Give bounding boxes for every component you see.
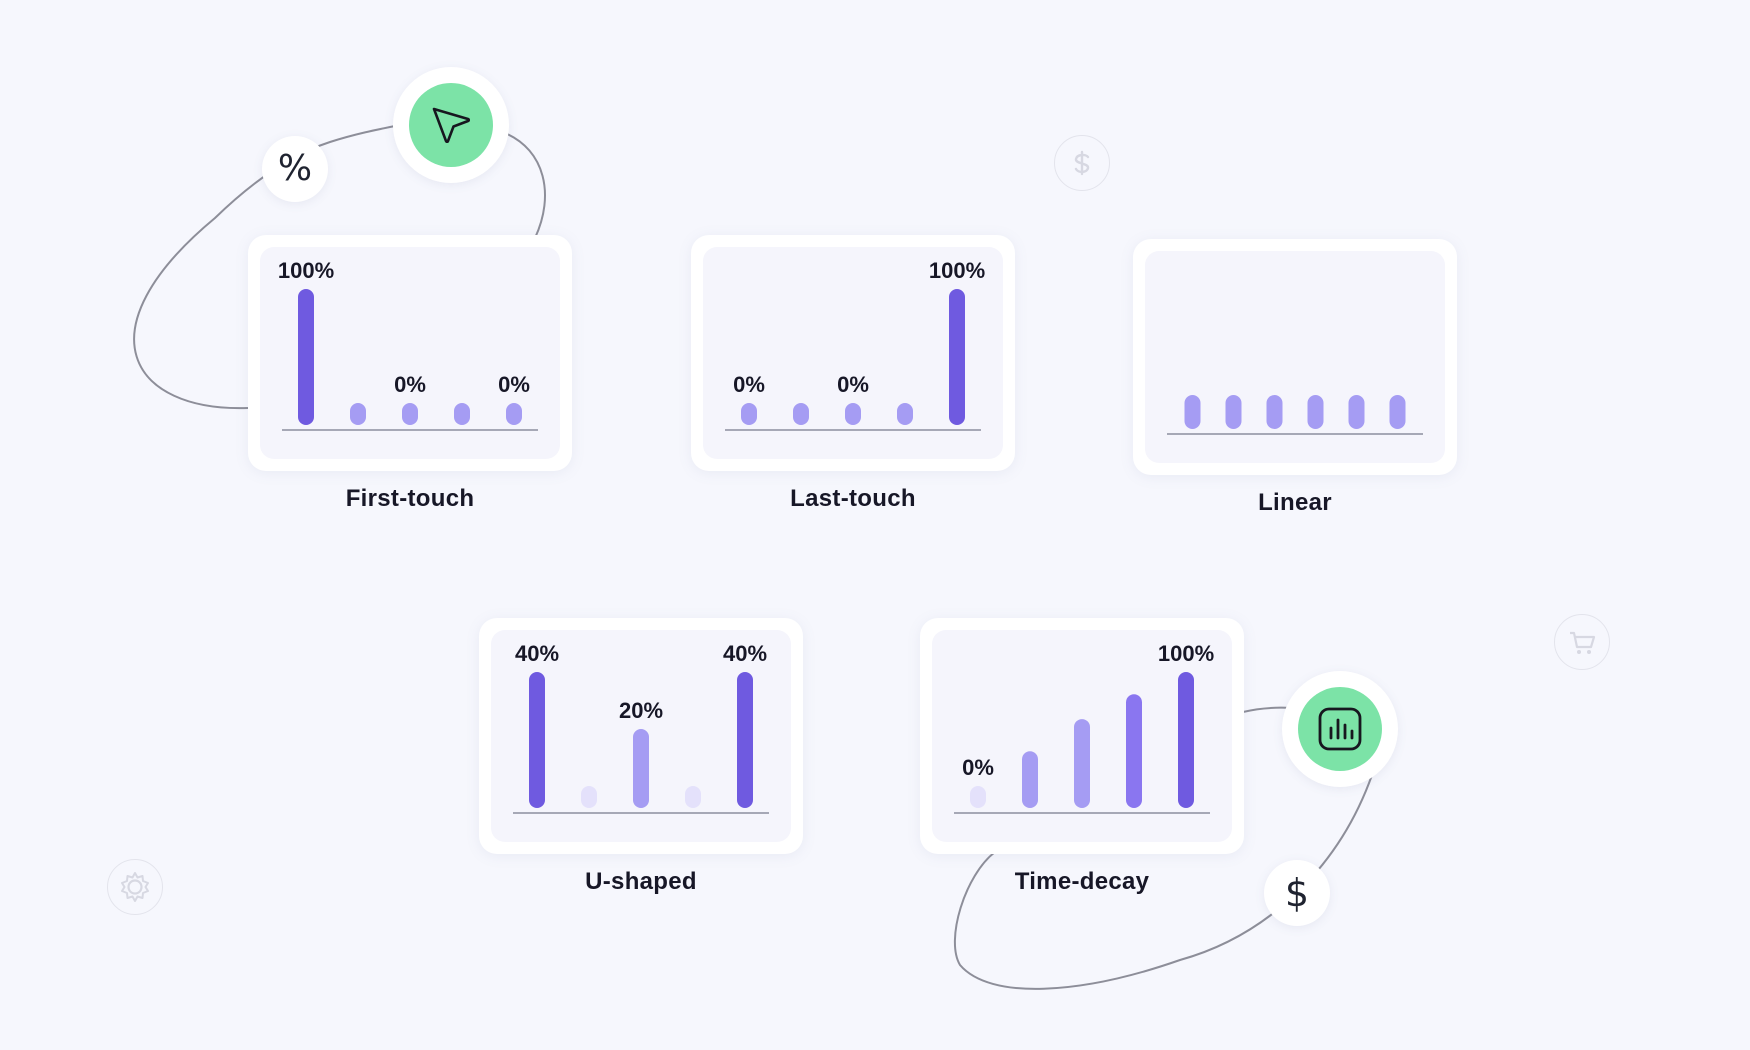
label-first-touch: First-touch [345, 485, 475, 512]
chart-time-decay: 0% 100% [954, 641, 1214, 814]
bar-label-3: 0% [837, 372, 869, 397]
bar-2 [350, 403, 366, 425]
bar-label-1: 40% [515, 641, 559, 666]
chart-badge [1282, 671, 1398, 787]
bar-2 [1225, 395, 1242, 429]
bar-6 [1389, 395, 1406, 429]
bar-3 [402, 403, 418, 425]
bar-5 [1348, 395, 1365, 429]
card-u-shaped-panel: 40% 20% 40% [491, 630, 791, 842]
bar-label-3: 20% [619, 698, 663, 723]
label-u-shaped: U-shaped [585, 868, 697, 895]
connector-top-right [504, 132, 546, 239]
bar-1 [970, 786, 986, 808]
chart-badge-circle [1298, 687, 1382, 771]
card-first-touch: 100% 0% 0% [248, 235, 572, 471]
dollar-icon [1054, 135, 1110, 191]
bar-3 [1266, 395, 1283, 429]
bar-1 [529, 672, 545, 808]
card-time-decay-panel: 0% 100% [932, 630, 1232, 842]
dollar-badge: $ [1264, 860, 1330, 926]
bar-2 [581, 786, 597, 808]
percent-symbol: % [277, 148, 313, 189]
bar-2 [793, 403, 809, 425]
card-last-touch-panel: 0% 0% 100% [703, 247, 1003, 459]
bar-label-3: 0% [394, 372, 426, 397]
chart-first-touch: 100% 0% 0% [278, 258, 538, 431]
label-last-touch: Last-touch [790, 485, 916, 512]
bar-4 [1126, 694, 1142, 808]
bar-1 [298, 289, 314, 425]
dollar-symbol: $ [1284, 871, 1310, 915]
card-linear-panel [1145, 251, 1445, 463]
bar-4 [685, 786, 701, 808]
cursor-icon [432, 107, 471, 144]
card-linear [1133, 239, 1457, 475]
bar-5 [949, 289, 965, 425]
bar-label-1: 0% [733, 372, 765, 397]
bar-label-5: 40% [723, 641, 767, 666]
label-time-decay: Time-decay [1014, 868, 1150, 895]
bar-1 [1184, 395, 1201, 429]
bar-5 [737, 672, 753, 808]
shopping-cart-icon [1554, 614, 1610, 670]
bar-4 [897, 403, 913, 425]
label-linear: Linear [1258, 489, 1332, 516]
card-last-touch: 0% 0% 100% [691, 235, 1015, 471]
bar-label-1: 0% [962, 755, 994, 780]
bar-label-5: 100% [1158, 641, 1214, 666]
bar-4 [454, 403, 470, 425]
bar-5 [506, 403, 522, 425]
bar-label-1: 100% [278, 258, 334, 283]
percent-badge: % [262, 136, 328, 202]
bar-2 [1022, 751, 1038, 808]
gear-icon [107, 859, 163, 915]
bar-label-5: 0% [498, 372, 530, 397]
chart-last-touch: 0% 0% 100% [725, 258, 985, 431]
card-u-shaped: 40% 20% 40% [479, 618, 803, 854]
bar-chart-icon [1318, 707, 1362, 751]
bar-4 [1307, 395, 1324, 429]
card-time-decay: 0% 100% [920, 618, 1244, 854]
bar-label-5: 100% [929, 258, 985, 283]
card-first-touch-panel: 100% 0% 0% [260, 247, 560, 459]
bar-5 [1178, 672, 1194, 808]
bar-1 [741, 403, 757, 425]
cursor-badge-circle [409, 83, 493, 167]
chart-u-shaped: 40% 20% 40% [513, 641, 769, 814]
chart-linear [1167, 395, 1423, 435]
bar-3 [633, 729, 649, 808]
cursor-badge [393, 67, 509, 183]
bar-3 [845, 403, 861, 425]
bar-3 [1074, 719, 1090, 808]
